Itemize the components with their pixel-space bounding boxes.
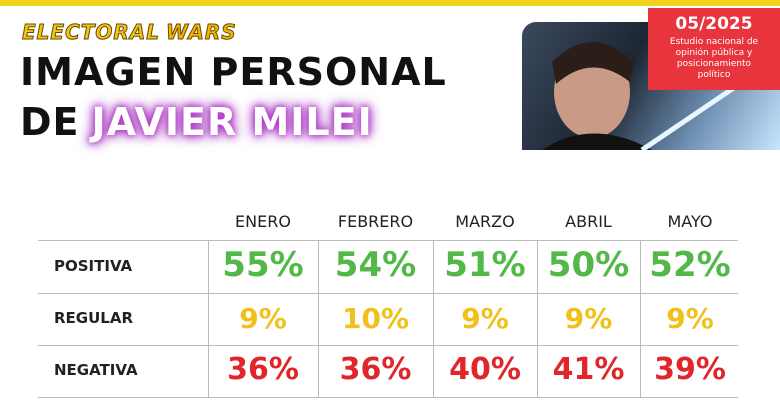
top-bar xyxy=(0,0,780,6)
row-label: POSITIVA xyxy=(54,256,133,275)
brand-word: WARS xyxy=(166,20,237,45)
title-highlight: JAVIER MILEI xyxy=(91,100,373,144)
row-label: REGULAR xyxy=(54,309,134,327)
brand: ELECTORAL WARS xyxy=(21,20,237,45)
hair xyxy=(552,42,634,84)
column-divider xyxy=(318,240,319,397)
cell-value: 52% xyxy=(649,245,731,286)
cell-value: 36% xyxy=(339,352,412,388)
cell-value: 9% xyxy=(564,301,613,335)
title-prefix: DE xyxy=(20,100,80,144)
badge: 05/2025 Estudio nacional de opinión públ… xyxy=(648,8,780,90)
column-header: ABRIL xyxy=(565,212,612,231)
cell-value: 54% xyxy=(334,245,417,286)
title: IMAGEN PERSONAL xyxy=(20,50,447,94)
title: DE JAVIER MILEI xyxy=(20,100,373,144)
column-header: ENERO xyxy=(235,212,291,231)
column-header: FEBRERO xyxy=(337,212,414,231)
column-header: MARZO xyxy=(455,212,515,231)
badge-date: 05/2025 xyxy=(675,14,753,34)
cell-value: 39% xyxy=(654,352,726,388)
photo-art xyxy=(542,42,774,150)
cell-value: 50% xyxy=(547,245,630,286)
body xyxy=(542,133,652,150)
column-divider xyxy=(640,240,641,397)
row-divider xyxy=(38,240,738,241)
row-divider xyxy=(38,397,738,398)
row-divider xyxy=(38,293,738,294)
cell-value: 36% xyxy=(227,352,299,388)
row-label: NEGATIVA xyxy=(54,361,138,379)
cell-value: 10% xyxy=(341,301,410,335)
column-header: MAYO xyxy=(667,212,713,231)
cell-value: 40% xyxy=(449,352,521,388)
cell-value: 9% xyxy=(239,301,287,335)
brand-word: ELECTORAL xyxy=(21,20,161,45)
badge-description: Estudio nacional de opinión pública y po… xyxy=(669,37,759,80)
column-divider xyxy=(537,240,538,397)
cell-value: 41% xyxy=(552,352,625,388)
cell-value: 55% xyxy=(222,245,304,286)
cell-value: 9% xyxy=(461,301,509,335)
cell-value: 51% xyxy=(444,245,526,286)
column-divider xyxy=(433,240,434,397)
column-divider xyxy=(208,240,209,397)
row-divider xyxy=(38,345,738,346)
cell-value: 9% xyxy=(666,301,714,335)
